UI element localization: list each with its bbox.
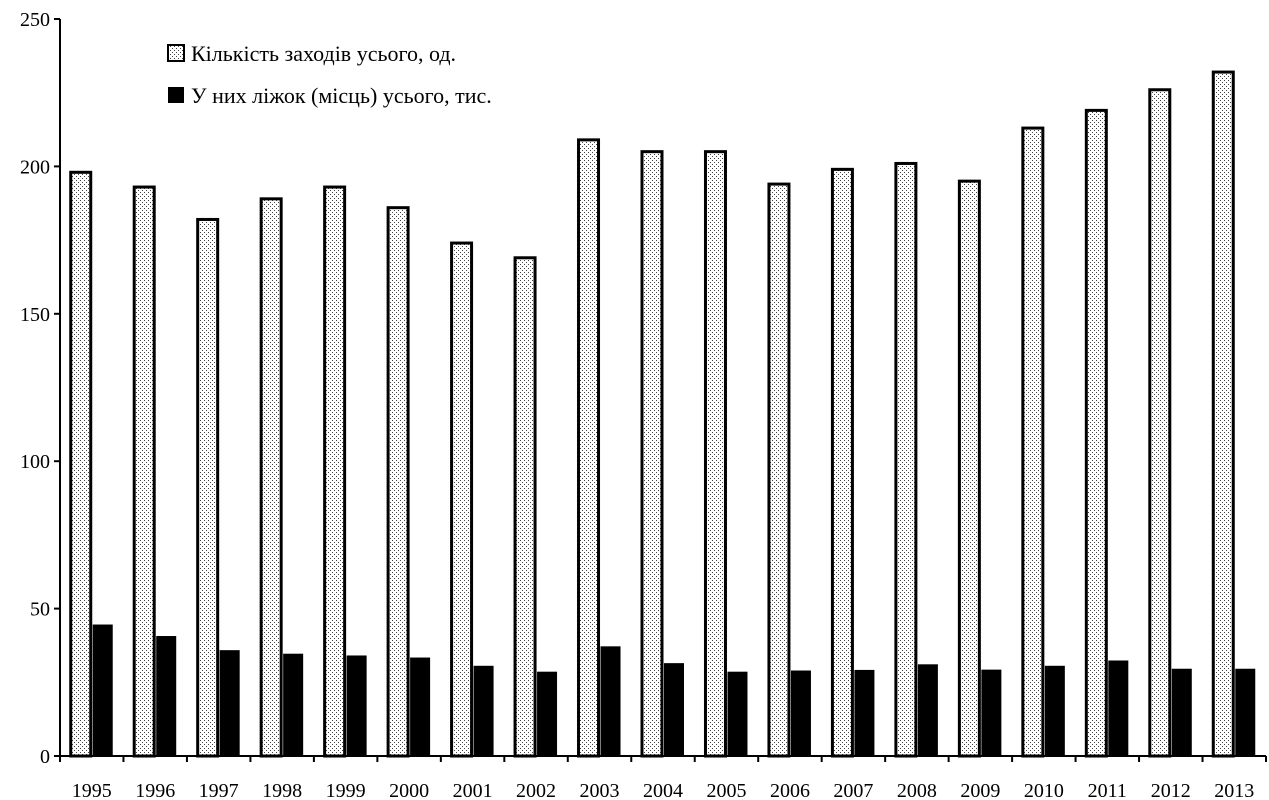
bar-series-2 bbox=[600, 646, 621, 756]
legend-item-series-1: Кількість заходів усього, од. bbox=[167, 41, 456, 66]
legend-label-series-2: У них ліжок (місць) усього, тис. bbox=[191, 83, 492, 108]
bar-series-1 bbox=[1084, 108, 1108, 758]
bar-series-2 bbox=[981, 669, 1002, 756]
bar-series-1 bbox=[640, 150, 664, 758]
bar-series-2 bbox=[917, 664, 938, 756]
bar-series-1 bbox=[1021, 126, 1045, 758]
y-tick-label: 200 bbox=[20, 156, 50, 178]
bar-series-1 bbox=[323, 185, 347, 758]
y-tick-label: 100 bbox=[20, 451, 50, 473]
x-tick-label: 2009 bbox=[960, 780, 1000, 800]
bar-series-2 bbox=[664, 663, 684, 756]
x-tick-label: 2012 bbox=[1151, 780, 1191, 800]
x-tick-label: 2003 bbox=[580, 780, 620, 800]
x-tick-label: 2010 bbox=[1024, 780, 1064, 800]
x-tick-label: 2002 bbox=[516, 780, 556, 800]
y-tick-label: 150 bbox=[20, 304, 50, 326]
bar-series-1 bbox=[830, 167, 854, 758]
legend: Кількість заходів усього, од. У них ліжо… bbox=[167, 41, 492, 108]
bar-series-2 bbox=[537, 671, 558, 756]
x-tick-label: 2013 bbox=[1214, 780, 1254, 800]
bar-series-1 bbox=[259, 197, 283, 758]
bar-series-1 bbox=[957, 179, 981, 758]
x-tick-label: 2000 bbox=[389, 780, 429, 800]
legend-label-series-1: Кількість заходів усього, од. bbox=[191, 41, 456, 66]
x-tick-label: 2007 bbox=[833, 780, 873, 800]
legend-item-series-2: У них ліжок (місць) усього, тис. bbox=[168, 83, 492, 108]
bar-series-1 bbox=[894, 161, 918, 758]
bar-series-2 bbox=[156, 636, 177, 756]
bar-series-2 bbox=[283, 653, 304, 756]
bar-series-2 bbox=[219, 650, 240, 756]
legend-swatch-series-1 bbox=[167, 44, 185, 62]
bar-series-2 bbox=[727, 671, 748, 756]
legend-swatch-series-2 bbox=[168, 87, 184, 103]
bar-series-2 bbox=[1171, 668, 1192, 756]
x-tick-label: 1998 bbox=[262, 780, 302, 800]
bar-series-1 bbox=[577, 138, 601, 758]
bar-series-2 bbox=[346, 655, 367, 756]
bar-series-1 bbox=[1211, 70, 1235, 758]
x-tick-label: 1995 bbox=[72, 780, 112, 800]
bar-series-1 bbox=[513, 256, 537, 758]
bar-series-2 bbox=[92, 624, 113, 756]
bar-series-2 bbox=[1235, 668, 1256, 756]
bar-series-1 bbox=[132, 185, 156, 758]
x-tick-label: 2001 bbox=[453, 780, 493, 800]
y-axis: 0 50 100 150 200 250 bbox=[20, 9, 61, 768]
bar-series-1 bbox=[196, 217, 220, 758]
y-tick-label: 0 bbox=[40, 746, 50, 768]
bars bbox=[69, 70, 1256, 758]
bar-series-1 bbox=[1148, 88, 1172, 758]
x-axis: 1995 1996 1997 1998 1999 2000 2001 2002 2003 2004… bbox=[59, 755, 1267, 800]
bar-series-2 bbox=[854, 669, 875, 756]
x-tick-label: 2008 bbox=[897, 780, 937, 800]
y-tick-label: 250 bbox=[20, 9, 50, 31]
bar-series-1 bbox=[386, 206, 410, 758]
x-tick-label: 1997 bbox=[199, 780, 239, 800]
x-tick-label: 1999 bbox=[326, 780, 366, 800]
bar-series-2 bbox=[410, 657, 431, 756]
bar-series-2 bbox=[790, 670, 811, 756]
x-tick-label: 2011 bbox=[1088, 780, 1127, 800]
x-tick-label: 2004 bbox=[643, 780, 683, 800]
x-tick-label: 1996 bbox=[135, 780, 175, 800]
bar-series-2 bbox=[473, 665, 494, 756]
bar-series-1 bbox=[767, 182, 791, 758]
x-tick-label: 2005 bbox=[706, 780, 746, 800]
bar-series-2 bbox=[1108, 660, 1129, 756]
bar-series-1 bbox=[450, 241, 474, 758]
y-tick-label: 50 bbox=[30, 599, 50, 621]
bar-series-2 bbox=[1044, 665, 1065, 756]
bar-series-1 bbox=[703, 150, 727, 758]
x-tick-label: 2006 bbox=[770, 780, 810, 800]
bar-series-1 bbox=[69, 170, 93, 758]
